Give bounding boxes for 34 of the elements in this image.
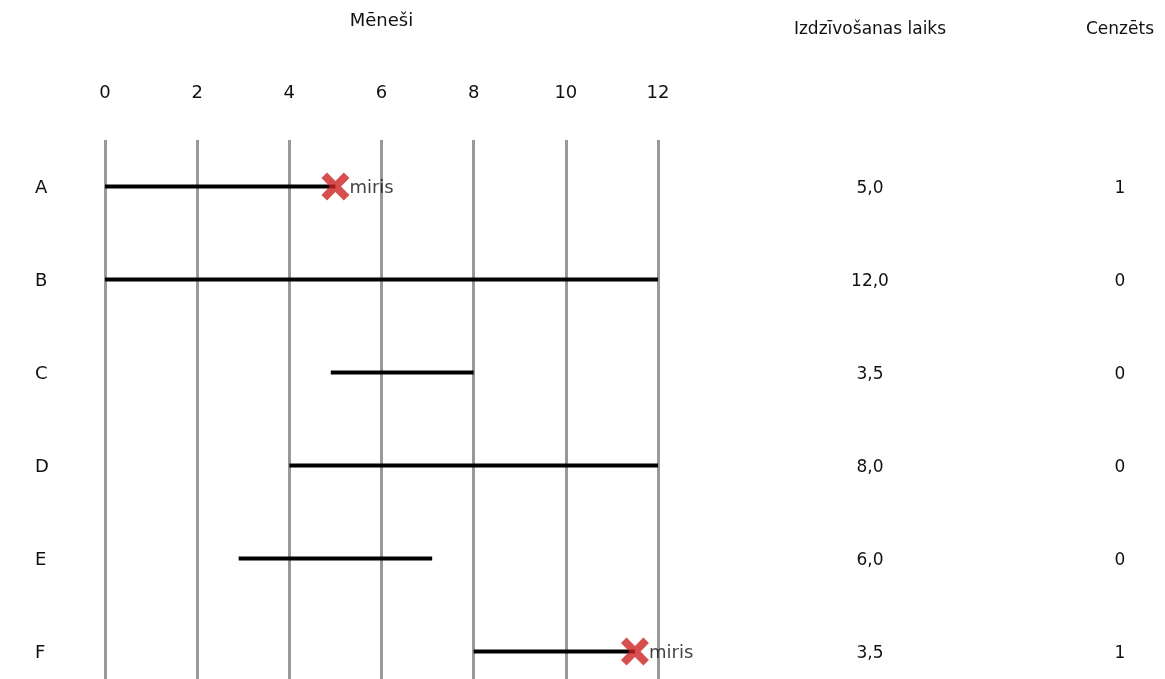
text: 0 bbox=[1114, 363, 1126, 383]
bar bbox=[289, 463, 658, 468]
category-label: Izdzīvošanas laiks bbox=[793, 18, 947, 38]
y-tick-label: D bbox=[35, 455, 49, 476]
bar bbox=[105, 277, 658, 282]
y-tick-label: E bbox=[35, 548, 47, 569]
annotation: miris bbox=[349, 176, 394, 197]
x-axis-title: Mēneši bbox=[349, 8, 414, 30]
y-tick-label: A bbox=[35, 176, 48, 197]
x-tick-label: 2 bbox=[191, 80, 203, 102]
bar bbox=[238, 556, 433, 561]
text: 0 bbox=[1114, 456, 1126, 476]
text: 1 bbox=[1114, 177, 1126, 197]
text: 1 bbox=[1114, 642, 1126, 662]
annotation: miris bbox=[648, 641, 694, 662]
text: 0 bbox=[1114, 549, 1126, 569]
category-label: Cenzēts bbox=[1085, 18, 1155, 38]
y-tick-label: F bbox=[35, 641, 46, 662]
x-tick-label: 12 bbox=[646, 80, 670, 102]
text: 5,0 bbox=[856, 177, 884, 197]
bar bbox=[330, 370, 474, 375]
text: 12,0 bbox=[851, 270, 889, 290]
text: 6,0 bbox=[856, 549, 884, 569]
text: 8,0 bbox=[856, 456, 884, 476]
text: 3,5 bbox=[856, 642, 884, 662]
y-tick-label: C bbox=[35, 362, 48, 383]
y-tick-label: B bbox=[35, 269, 48, 290]
x-tick-label: 8 bbox=[467, 80, 480, 102]
x-tick-label: 6 bbox=[375, 80, 388, 102]
x-tick-label: 0 bbox=[99, 80, 111, 102]
text: 0 bbox=[1114, 270, 1126, 290]
text: 3,5 bbox=[856, 363, 884, 383]
x-tick-label: 4 bbox=[283, 80, 296, 102]
x-tick-label: 10 bbox=[554, 80, 578, 102]
